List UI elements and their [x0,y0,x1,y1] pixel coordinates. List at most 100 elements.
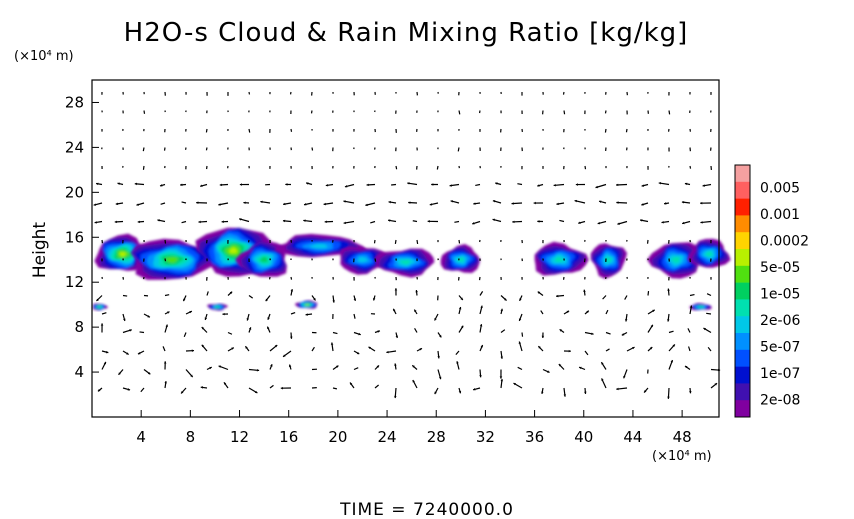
y-tick-label: 24 [65,138,84,156]
wind-arrow [595,183,607,189]
wind-arrow [518,313,523,322]
wind-arrow [416,239,419,245]
wind-arrow [492,218,502,223]
wind-arrow [472,220,481,225]
wind-arrow [479,291,484,296]
wind-arrow [164,239,167,244]
wind-vector-field [93,91,721,399]
wind-arrow [663,202,670,205]
cloud-region [94,233,152,271]
wind-arrow [601,378,607,389]
wind-arrow [137,350,145,355]
wind-arrow [684,365,691,370]
wind-arrow [387,219,397,223]
wind-arrow [563,349,571,353]
wind-arrow [269,344,278,352]
wind-arrow [394,363,397,370]
wind-arrow [311,295,316,301]
wind-arrow [558,363,565,370]
wind-arrow [325,183,334,187]
wind-arrow [101,361,107,370]
wind-arrow [537,345,544,352]
colorbar-label: 5e-07 [760,340,800,356]
wind-arrow [142,165,145,170]
colorbar-segment [735,383,750,401]
wind-arrow [94,220,103,224]
wind-arrow [537,220,544,223]
wind-arrow [332,387,338,390]
y-unit-label: (×10⁴ m) [14,49,74,64]
wind-arrow [458,387,462,394]
wind-arrow [602,295,607,300]
wind-arrow [288,364,292,370]
wind-arrow [578,366,586,371]
wind-arrow [597,220,607,225]
wind-arrow [349,382,355,389]
wind-arrow [702,183,712,187]
wind-arrow [344,183,355,188]
cloud-contour [699,306,703,308]
wind-arrow [311,147,314,151]
wind-arrow [137,220,145,224]
cloud-contour [98,306,101,308]
wind-arrow [519,295,523,302]
wind-arrow [407,182,418,186]
chart-title: H2O-s Cloud & Rain Mixing Ratio [kg/kg] [124,18,689,48]
wind-arrow [290,276,293,280]
x-tick-label: 48 [673,428,692,446]
wind-arrow [668,110,671,115]
wind-arrow [332,365,339,370]
wind-arrow [290,311,296,315]
wind-arrow [455,350,460,356]
cloud-contour [400,259,411,265]
colorbar-label: 2e-06 [760,313,800,329]
wind-arrow [605,309,609,315]
cloud-contour [357,257,368,263]
x-tick-label: 40 [574,428,593,446]
wind-arrow [205,147,208,151]
cloud-region [689,303,712,311]
wind-arrow [495,182,502,186]
wind-arrow [668,359,674,370]
wind-arrow [157,219,166,223]
wind-arrow [584,387,587,394]
wind-arrow [458,239,461,244]
wind-arrow [500,329,506,333]
plot-frame [91,79,720,418]
wind-arrow [624,295,628,300]
wind-arrow [164,311,170,315]
wind-arrow [196,201,208,205]
wind-arrow [427,220,439,223]
wind-arrow [621,331,628,336]
wind-arrow [434,387,439,395]
wind-arrow [227,331,233,335]
wind-arrow [584,310,590,315]
wind-arrow [366,183,376,187]
wind-arrow [563,310,570,315]
cloud-contour [305,304,309,306]
wind-arrow [533,201,544,205]
wind-arrow [413,309,418,315]
cloud-region [340,246,390,275]
wind-arrow [700,201,712,205]
colorbar-frame [734,164,751,418]
wind-arrow [540,310,544,315]
wind-arrow [605,348,610,352]
wind-arrow [681,200,691,204]
wind-arrow [181,201,187,204]
colorbar-segment [735,198,750,216]
wind-arrow [667,288,670,296]
wind-arrow [517,183,523,186]
wind-arrow [626,346,635,352]
wind-arrow [395,165,398,170]
cloud-region [92,303,109,311]
wind-arrow [246,313,250,321]
wind-arrow [517,366,523,371]
wind-arrow [537,183,544,187]
wind-arrow [374,365,380,370]
colorbar-label: 1e-05 [760,287,800,303]
wind-arrow [353,350,360,355]
colorbar-label: 0.001 [760,207,800,223]
wind-arrow [647,346,653,352]
wind-arrow [458,306,462,315]
